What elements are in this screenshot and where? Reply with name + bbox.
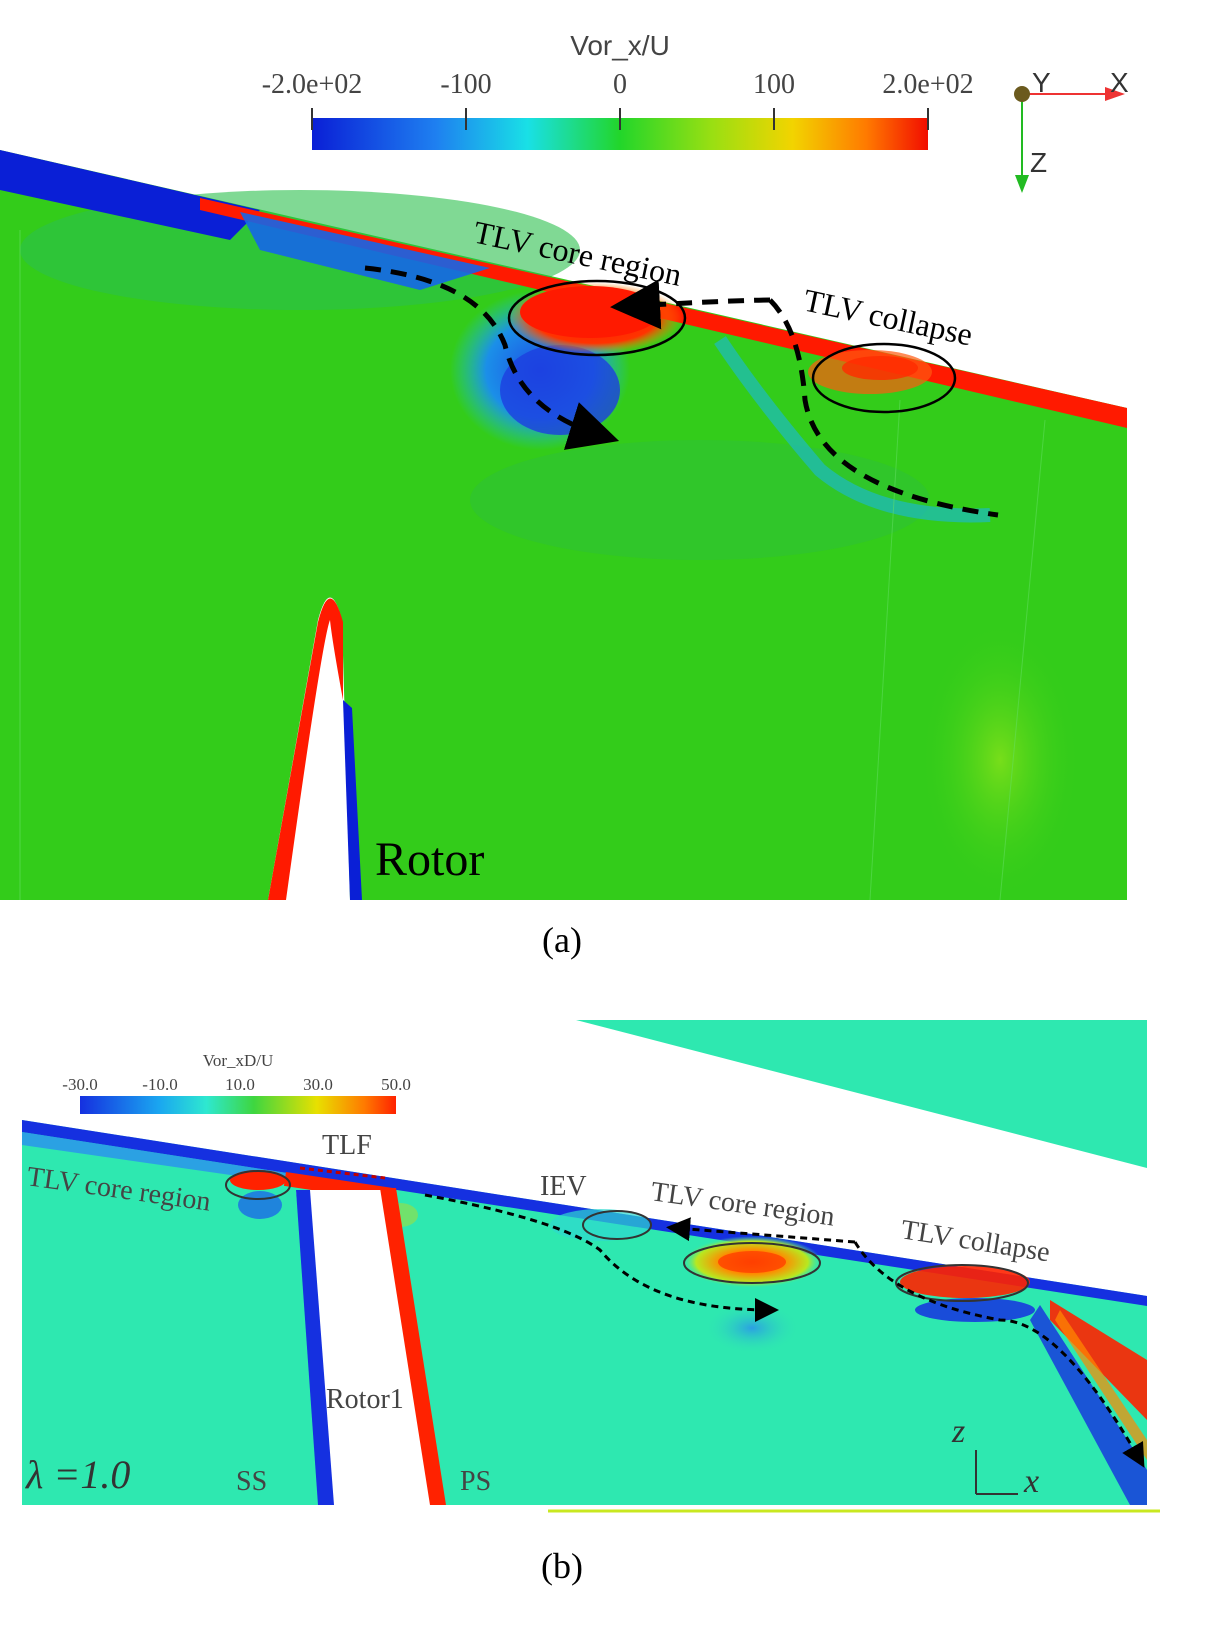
- flow-path-core-b: [424, 1193, 779, 1322]
- vorticity-field-a: [0, 150, 1127, 901]
- flow-path-return-b: [666, 1217, 856, 1244]
- caption-a: (a): [542, 920, 582, 960]
- rotor-blade-b: [296, 1188, 446, 1505]
- tlv-collapse-ellipse-a: [811, 342, 957, 414]
- colorbar-tick-label: 2.0e+02: [882, 69, 973, 100]
- label-ss-b: SS: [236, 1466, 267, 1497]
- label-rotor-b: Rotor1: [326, 1384, 404, 1415]
- axis-label-x-b: x: [1023, 1463, 1039, 1500]
- colorbar-title-a: Vor_x/U: [570, 30, 670, 61]
- label-rotor-a: Rotor: [375, 833, 484, 886]
- axis-label-z: Z: [1030, 147, 1047, 178]
- tlv-core-left-ellipse-b: [225, 1170, 291, 1200]
- panel-b: Vor_xD/U -30.0 -10.0 10.0 30.0 50.0: [22, 1020, 1160, 1586]
- iev-ellipse-b: [582, 1210, 652, 1240]
- label-iev-b: IEV: [540, 1171, 587, 1202]
- colorbar-tick-label: -10.0: [142, 1075, 177, 1094]
- colorbar-tick-label: 30.0: [303, 1075, 333, 1094]
- flow-path-core-a: [364, 265, 620, 450]
- colorbar-ticklabels-a: -2.0e+02 -100 0 100 2.0e+02: [262, 69, 974, 100]
- colorbar-b: [80, 1096, 396, 1114]
- axis-glyph-b: z x: [951, 1413, 1039, 1500]
- colorbar-tick-label: 50.0: [381, 1075, 411, 1094]
- label-lambda-b: λ =1.0: [25, 1452, 130, 1497]
- colorbar-tick-label: 10.0: [225, 1075, 255, 1094]
- vorticity-field-b: [22, 1120, 1160, 1513]
- colorbar-ticklabels-b: -30.0 -10.0 10.0 30.0 50.0: [62, 1075, 411, 1094]
- colorbar-title-b: Vor_xD/U: [203, 1051, 274, 1070]
- colorbar-ticks-a: [311, 108, 929, 130]
- tlv-collapse-ellipse-b: [895, 1264, 1029, 1302]
- rotor-blade-a: [268, 597, 362, 900]
- tlv-core-ellipse-a: [507, 279, 687, 357]
- flow-path-return-a: [610, 279, 771, 330]
- panel-a: Vor_x/U -2.0e+02 -100 0 100 2.0e+02 Y X …: [0, 30, 1129, 960]
- label-ps-b: PS: [460, 1466, 491, 1497]
- colorbar-tick-label: -100: [440, 69, 491, 100]
- axis-label-x: X: [1110, 67, 1129, 98]
- flow-path-collapse-a: [768, 298, 999, 518]
- caption-b: (b): [541, 1546, 583, 1586]
- label-tlf-b: TLF: [322, 1130, 372, 1161]
- axis-label-z-b: z: [951, 1413, 965, 1450]
- colorbar-tick-label: -2.0e+02: [262, 69, 363, 100]
- colorbar-tick-label: 100: [753, 69, 795, 100]
- axis-label-y: Y: [1032, 67, 1051, 98]
- colorbar-tick-label: 0: [613, 69, 627, 100]
- upper-field-b: [576, 1020, 1147, 1168]
- tlv-core-right-ellipse-b: [683, 1242, 821, 1284]
- flow-path-collapse-b: [853, 1241, 1145, 1468]
- label-tlv-collapse-b: TLV collapse: [899, 1214, 1052, 1268]
- colorbar-tick-label: -30.0: [62, 1075, 97, 1094]
- axis-triad-a: Y X Z: [1014, 67, 1129, 193]
- axis-origin-icon: [1014, 86, 1030, 102]
